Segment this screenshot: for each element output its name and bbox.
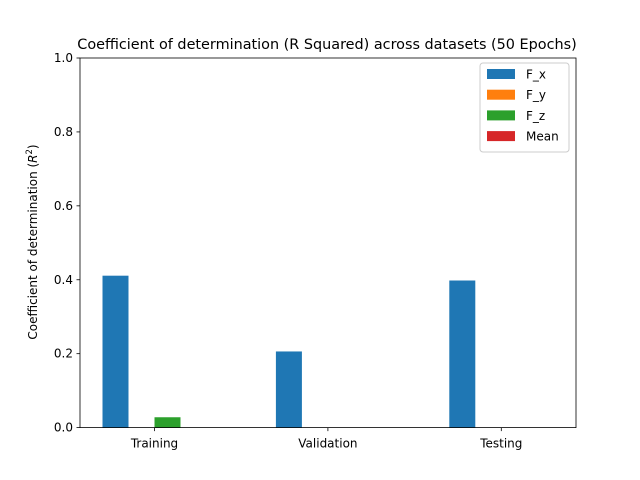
bars-group bbox=[102, 275, 476, 428]
y-tick-label: 0.2 bbox=[54, 347, 73, 361]
chart-title: Coefficient of determination (R Squared)… bbox=[77, 37, 576, 53]
x-tick-label-validation: Validation bbox=[298, 437, 357, 451]
bar-f-x-validation bbox=[275, 351, 302, 428]
y-tick-label: 1.0 bbox=[54, 51, 73, 65]
bar-f-z-training bbox=[154, 417, 181, 428]
legend: F_x F_y F_z Mean bbox=[479, 62, 570, 153]
legend-swatch-f-y bbox=[487, 89, 515, 100]
legend-swatch-mean bbox=[487, 131, 515, 142]
plot-frame bbox=[79, 57, 577, 429]
legend-swatch-f-z bbox=[487, 110, 515, 121]
legend-label-mean: Mean bbox=[526, 130, 559, 144]
legend-swatch-f-x bbox=[487, 69, 515, 79]
legend-box bbox=[479, 62, 570, 153]
legend-label-f-y: F_y bbox=[526, 88, 546, 102]
bar-f-x-training bbox=[102, 275, 129, 428]
x-ticks-group: Training Validation Testing bbox=[130, 427, 522, 451]
y-tick-label: 0.0 bbox=[54, 421, 73, 435]
legend-label-f-x: F_x bbox=[526, 68, 546, 82]
x-tick-label-testing: Testing bbox=[479, 437, 522, 451]
bar-f-x-testing bbox=[449, 280, 476, 428]
x-tick-label-training: Training bbox=[130, 437, 178, 451]
y-tick-label: 0.6 bbox=[54, 199, 73, 213]
y-ticks-group: 0.0 0.2 0.4 0.6 0.8 1.0 bbox=[54, 51, 80, 435]
legend-label-f-z: F_z bbox=[526, 109, 545, 123]
y-axis-label: Coefficient of determination (R2) bbox=[25, 144, 40, 339]
y-tick-label: 0.4 bbox=[54, 273, 73, 287]
y-tick-label: 0.8 bbox=[54, 125, 73, 139]
